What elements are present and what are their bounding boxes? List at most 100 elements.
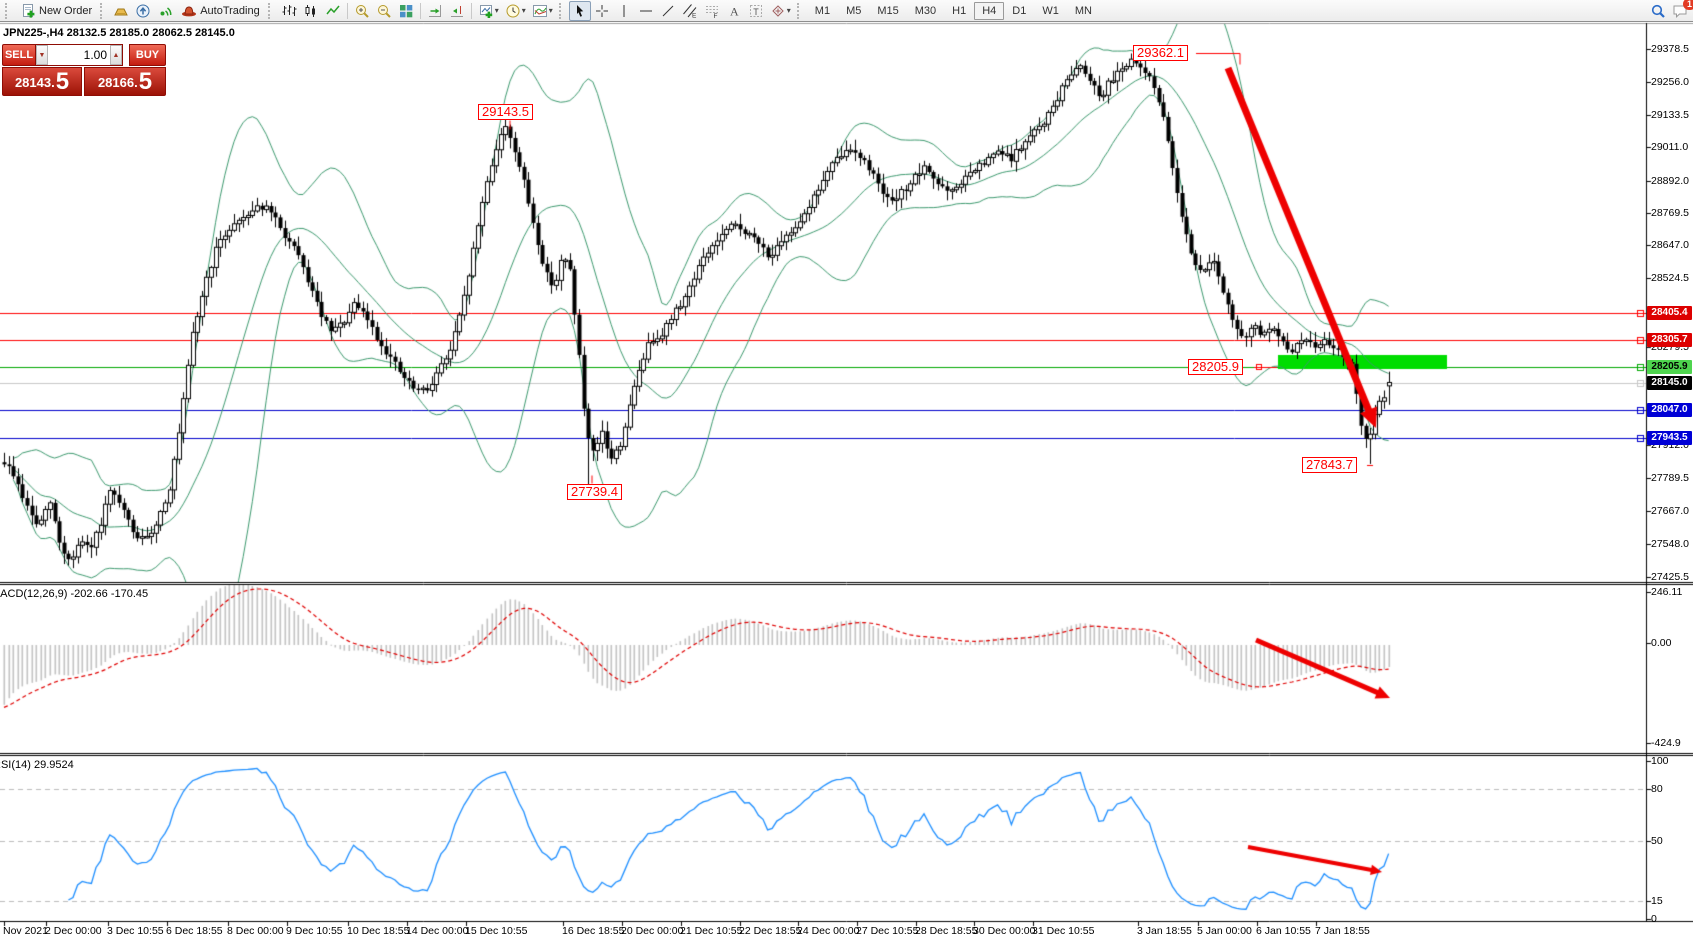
price-tag: 28047.0 xyxy=(1647,403,1692,417)
timeframe-button-m5[interactable]: M5 xyxy=(846,4,862,17)
tile-windows-icon xyxy=(398,3,414,19)
price-annotation-label[interactable]: 28205.9 xyxy=(1188,359,1243,375)
time-axis-label: 3 Dec 10:55 xyxy=(107,925,164,937)
search-button[interactable] xyxy=(1647,1,1669,21)
price-annotation-label[interactable]: 29362.1 xyxy=(1133,45,1188,61)
rsi-axis-tick: 15 xyxy=(1651,895,1663,907)
toolbar-grip xyxy=(100,2,107,19)
vline-icon xyxy=(616,3,632,19)
tile-windows-button[interactable] xyxy=(395,1,417,21)
toolbar: New Order AutoTrading ▾ ▾ ▾ E F A T ▾ M1 M5 M15 M30 H1… xyxy=(0,0,1693,22)
bar-chart-button[interactable] xyxy=(278,1,300,21)
timeframe-button-m15[interactable]: M15 xyxy=(877,4,899,17)
crosshair-button[interactable] xyxy=(591,1,613,21)
rsi-axis-tick: 100 xyxy=(1651,755,1669,767)
bid-price-main: 28143. xyxy=(14,75,55,90)
ask-price[interactable]: 28166. 5 xyxy=(84,67,166,96)
price-axis-tick: 29133.5 xyxy=(1651,109,1689,121)
timeframe-button-m30[interactable]: M30 xyxy=(914,4,937,17)
new-order-icon xyxy=(20,3,36,19)
auto-scroll-button[interactable] xyxy=(424,1,446,21)
fibonacci-button[interactable]: F xyxy=(701,1,723,21)
toolbar-grip xyxy=(796,2,804,19)
bid-price[interactable]: 28143. 5 xyxy=(2,67,82,96)
price-axis-tick: 27667.0 xyxy=(1651,505,1689,517)
timeframe-button-h1[interactable]: H1 xyxy=(952,4,967,17)
price-axis-tick: 28647.0 xyxy=(1651,239,1689,251)
trendline-icon xyxy=(660,3,676,19)
price-annotation-label[interactable]: 27739.4 xyxy=(567,484,622,500)
sell-button[interactable]: SELL xyxy=(2,44,36,66)
text-icon: A xyxy=(726,3,742,19)
time-axis-label: 20 Dec 00:00 xyxy=(621,925,684,937)
price-axis-tick: 29011.0 xyxy=(1651,141,1689,153)
timeframe-button-d1[interactable]: D1 xyxy=(1012,4,1027,17)
notification-badge: 1 xyxy=(1682,0,1693,10)
publish-button[interactable] xyxy=(132,1,154,21)
time-axis-label: 24 Dec 00:00 xyxy=(797,925,860,937)
one-click-trading-panel: SELL ▼ ▲ BUY 28143.5 28166.5 xyxy=(2,44,166,96)
shapes-icon xyxy=(770,3,786,19)
price-axis-tick: 27789.5 xyxy=(1651,472,1689,484)
time-axis-label: 2 Dec 00:00 xyxy=(45,925,102,937)
vertical-line-button[interactable] xyxy=(613,1,635,21)
candlestick-button[interactable] xyxy=(300,1,322,21)
new-chart-button[interactable]: ▾ xyxy=(475,1,502,21)
gold-button[interactable] xyxy=(110,1,132,21)
cursor-button[interactable] xyxy=(568,0,591,21)
ask-price-main: 28166. xyxy=(97,75,138,90)
text-button[interactable]: A xyxy=(723,1,745,21)
time-axis-label: 30 Dec 00:00 xyxy=(973,925,1036,937)
signals-button[interactable] xyxy=(154,1,176,21)
equidistant-channel-button[interactable]: E xyxy=(679,1,701,21)
timeframe-button-h4[interactable]: H4 xyxy=(974,1,1005,20)
timeframe-button-mn[interactable]: MN xyxy=(1074,4,1092,17)
chart-ohlc-header: JPN225-,H4 28132.5 28185.0 28062.5 28145… xyxy=(3,27,235,39)
time-axis-label: 10 Dec 18:55 xyxy=(347,925,410,937)
template-button[interactable]: ▾ xyxy=(529,1,556,21)
time-axis-label: 31 Dec 10:55 xyxy=(1032,925,1095,937)
horizontal-line-button[interactable] xyxy=(635,1,657,21)
trendline-button[interactable] xyxy=(657,1,679,21)
candles-icon xyxy=(303,3,319,19)
time-axis-label: 21 Dec 10:55 xyxy=(680,925,743,937)
chevron-down-icon: ▾ xyxy=(521,6,526,15)
price-annotation-label[interactable]: 27843.7 xyxy=(1302,457,1357,473)
buy-button[interactable]: BUY xyxy=(129,44,166,66)
shapes-button[interactable]: ▾ xyxy=(767,1,794,21)
label-icon: T xyxy=(748,3,764,19)
price-axis-tick: 29378.5 xyxy=(1651,43,1689,55)
auto-scroll-icon xyxy=(427,3,443,19)
time-axis-label: 14 Dec 00:00 xyxy=(406,925,469,937)
toolbar-grip xyxy=(267,2,275,19)
time-axis-label: 27 Dec 10:55 xyxy=(856,925,919,937)
new-chart-icon xyxy=(478,3,494,19)
volume-increase-button[interactable]: ▲ xyxy=(110,45,122,65)
time-axis-label: 5 Jan 00:00 xyxy=(1197,925,1252,937)
rsi-axis-tick: 0 xyxy=(1651,913,1657,925)
zoom-out-button[interactable] xyxy=(373,1,395,21)
autotrading-button[interactable]: AutoTrading xyxy=(176,1,265,21)
chevron-down-icon: ▾ xyxy=(494,6,499,15)
period-button[interactable]: ▾ xyxy=(502,1,529,21)
price-tag: 28145.0 xyxy=(1647,376,1692,390)
timeframe-button-m1[interactable]: M1 xyxy=(814,4,831,17)
clock-icon xyxy=(505,3,521,19)
line-chart-button[interactable] xyxy=(322,1,344,21)
timeframe-button-w1[interactable]: W1 xyxy=(1042,4,1059,17)
volume-input[interactable] xyxy=(48,45,110,65)
cursor-icon xyxy=(572,3,588,19)
time-axis-label: 16 Dec 18:55 xyxy=(562,925,625,937)
channel-icon: E xyxy=(682,3,698,19)
svg-text:E: E xyxy=(692,12,697,19)
volume-decrease-button[interactable]: ▼ xyxy=(36,45,48,65)
price-annotation-label[interactable]: 29143.5 xyxy=(478,104,533,120)
notifications-button[interactable]: 1 xyxy=(1669,0,1693,21)
chart-shift-button[interactable] xyxy=(446,1,468,21)
text-label-button[interactable]: T xyxy=(745,1,767,21)
price-axis-tick: 27425.5 xyxy=(1651,571,1689,583)
new-order-button[interactable]: New Order xyxy=(15,1,97,21)
zoom-in-button[interactable] xyxy=(351,1,373,21)
svg-text:F: F xyxy=(713,13,717,19)
